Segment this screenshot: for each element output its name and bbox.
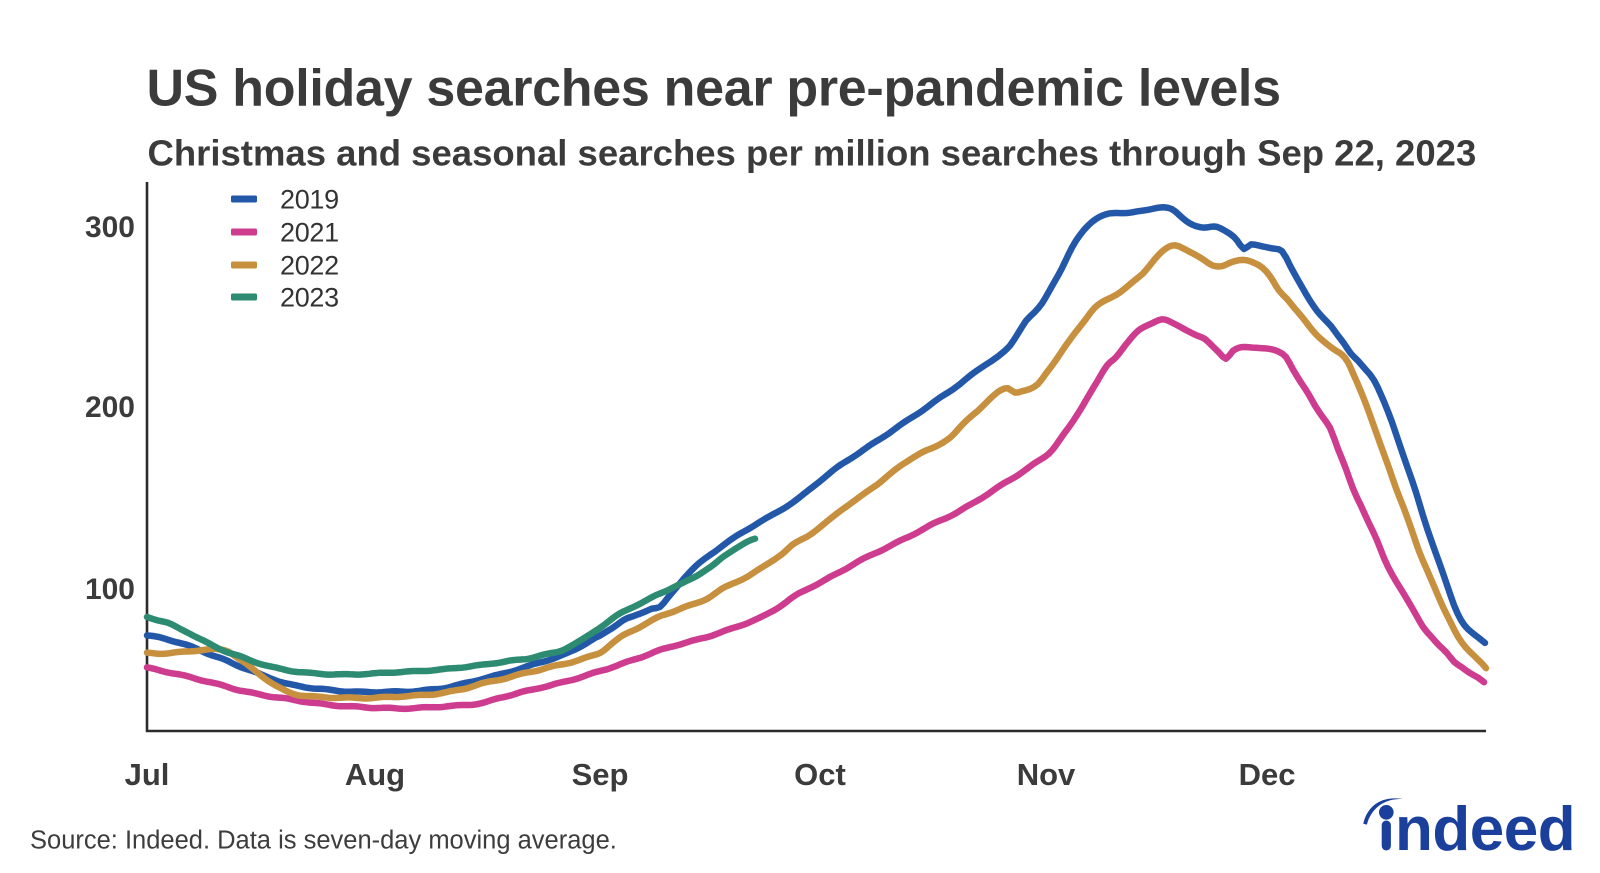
svg-text:2019: 2019 xyxy=(280,185,339,215)
svg-text:2023: 2023 xyxy=(280,283,339,313)
svg-text:2022: 2022 xyxy=(280,251,339,281)
svg-text:Source: Indeed. Data is seven-: Source: Indeed. Data is seven-day moving… xyxy=(30,827,617,855)
svg-text:Sep: Sep xyxy=(572,757,629,792)
svg-text:200: 200 xyxy=(85,391,135,424)
svg-text:Aug: Aug xyxy=(345,757,405,792)
svg-text:300: 300 xyxy=(85,211,135,244)
svg-text:Christmas and seasonal searche: Christmas and seasonal searches per mill… xyxy=(148,133,1477,174)
svg-text:2021: 2021 xyxy=(280,218,339,248)
svg-text:Dec: Dec xyxy=(1239,757,1296,792)
svg-text:US holiday searches near pre-p: US holiday searches near pre-pandemic le… xyxy=(147,59,1281,117)
svg-text:100: 100 xyxy=(85,573,135,606)
svg-text:Nov: Nov xyxy=(1017,757,1076,792)
svg-text:Jul: Jul xyxy=(125,757,170,792)
svg-text:ndeed: ndeed xyxy=(1395,795,1575,864)
svg-text:Oct: Oct xyxy=(794,757,846,792)
